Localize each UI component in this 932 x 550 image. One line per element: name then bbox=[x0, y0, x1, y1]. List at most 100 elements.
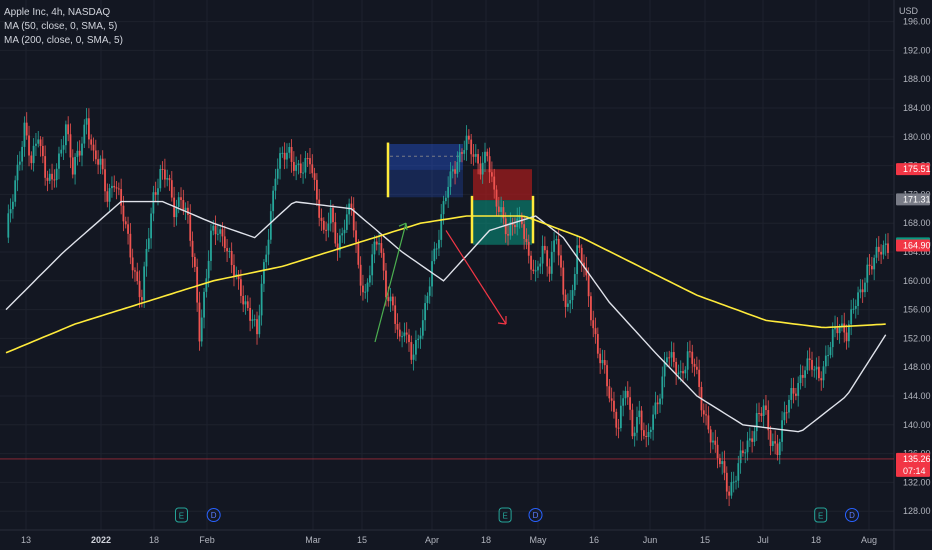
candle-body bbox=[449, 171, 452, 187]
candle-body bbox=[387, 297, 390, 302]
candle-body bbox=[852, 308, 855, 310]
candle-body bbox=[147, 238, 150, 249]
candle-body bbox=[850, 309, 853, 325]
candle-body bbox=[207, 260, 210, 279]
candle-body bbox=[594, 328, 597, 335]
candle-body bbox=[412, 354, 415, 360]
candle-body bbox=[774, 441, 777, 444]
candle-body bbox=[256, 319, 258, 335]
candle-body bbox=[477, 154, 479, 164]
candle-body bbox=[666, 357, 668, 363]
candle-body bbox=[470, 139, 473, 155]
candle-body bbox=[136, 271, 139, 282]
y-tick-label: 180.00 bbox=[903, 132, 931, 142]
candle-body bbox=[887, 243, 889, 253]
candle-body bbox=[415, 340, 417, 355]
y-tick-label: 188.00 bbox=[903, 74, 931, 84]
last-price-bg bbox=[896, 452, 930, 477]
dividend-icon[interactable]: D bbox=[844, 508, 859, 522]
candle-body bbox=[822, 366, 825, 381]
candle-body bbox=[269, 211, 272, 240]
earnings-icon[interactable]: E bbox=[174, 507, 188, 523]
candle-body bbox=[69, 134, 72, 158]
candle-body bbox=[37, 139, 40, 144]
dividend-icon[interactable]: D bbox=[528, 508, 543, 522]
candle-body bbox=[138, 281, 141, 298]
drawings bbox=[0, 222, 894, 460]
dividend-icon[interactable]: D bbox=[206, 508, 221, 522]
candle-body bbox=[62, 145, 65, 150]
symbol-title[interactable]: Apple Inc, 4h, NASDAQ bbox=[4, 7, 111, 18]
candle-body bbox=[557, 238, 560, 256]
candle-body bbox=[721, 461, 724, 465]
candle-body bbox=[866, 264, 869, 283]
y-tick-label: 144.00 bbox=[903, 391, 931, 401]
candle-body bbox=[753, 431, 756, 442]
candle-body bbox=[101, 158, 104, 170]
candle-body bbox=[525, 238, 528, 242]
candle-body bbox=[771, 441, 774, 446]
candle-body bbox=[51, 173, 53, 180]
earnings-icon[interactable]: E bbox=[498, 507, 512, 523]
candle-body bbox=[39, 139, 42, 146]
candle-body bbox=[343, 229, 346, 234]
price-tag-value: 164.90 bbox=[903, 241, 931, 251]
candle-body bbox=[239, 279, 242, 296]
candle-body bbox=[345, 214, 348, 230]
x-tick-label: Jul bbox=[757, 535, 769, 545]
candle-body bbox=[246, 301, 249, 308]
candle-body bbox=[880, 251, 882, 255]
candle-body bbox=[760, 413, 763, 416]
candle-body bbox=[794, 393, 797, 396]
candle-body bbox=[808, 358, 811, 361]
candle-body bbox=[555, 238, 558, 241]
candle-body bbox=[873, 257, 876, 270]
last-price-value: 135.26 bbox=[903, 454, 931, 464]
price-tag: 171.31 bbox=[896, 193, 931, 206]
candle-body bbox=[108, 188, 111, 202]
candle-body bbox=[385, 270, 387, 298]
candle-body bbox=[104, 169, 106, 192]
candle-body bbox=[606, 365, 608, 387]
candle-body bbox=[590, 296, 592, 321]
candle-body bbox=[742, 450, 744, 454]
candle-body bbox=[375, 241, 378, 245]
candle-body bbox=[716, 444, 719, 459]
candle-body bbox=[737, 463, 740, 481]
candle-body bbox=[163, 169, 166, 180]
candle-body bbox=[166, 178, 169, 180]
x-tick-label: Apr bbox=[425, 535, 439, 545]
candle-body bbox=[88, 118, 90, 140]
candle-body bbox=[841, 323, 843, 328]
candle-body bbox=[334, 222, 337, 244]
x-tick-label: 15 bbox=[357, 535, 367, 545]
y-tick-label: 152.00 bbox=[903, 333, 931, 343]
candle-body bbox=[60, 149, 63, 154]
candle-body bbox=[97, 159, 100, 165]
candle-body bbox=[419, 335, 422, 339]
candle-body bbox=[212, 225, 215, 231]
candle-body bbox=[444, 197, 447, 202]
candle-body bbox=[456, 162, 459, 174]
ma50-legend[interactable]: MA (50, close, 0, SMA, 5) bbox=[4, 21, 118, 32]
candle-body bbox=[426, 295, 429, 304]
candle-body bbox=[792, 387, 795, 394]
candle-body bbox=[150, 213, 152, 239]
candle-body bbox=[129, 233, 132, 258]
candle-body bbox=[730, 482, 733, 496]
candle-body bbox=[279, 153, 281, 169]
candle-body bbox=[417, 338, 420, 341]
candle-body bbox=[735, 480, 737, 482]
ma200-legend[interactable]: MA (200, close, 0, SMA, 5) bbox=[4, 35, 123, 46]
candle-body bbox=[629, 397, 631, 410]
candle-body bbox=[845, 332, 848, 342]
candle-body bbox=[322, 220, 325, 230]
candle-body bbox=[744, 452, 747, 454]
candle-body bbox=[709, 429, 712, 443]
candle-body bbox=[237, 274, 240, 280]
candle-body bbox=[693, 363, 696, 367]
candle-body bbox=[560, 255, 562, 268]
x-tick-label: Mar bbox=[305, 535, 321, 545]
earnings-icon[interactable]: E bbox=[814, 507, 828, 523]
